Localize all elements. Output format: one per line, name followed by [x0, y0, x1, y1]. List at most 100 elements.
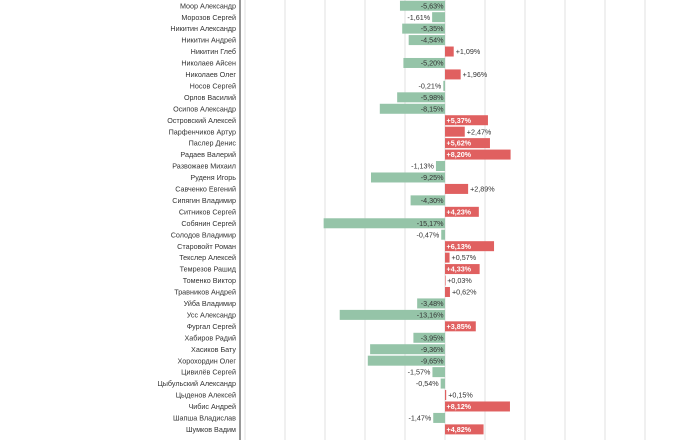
value-label: -15,17%	[417, 219, 444, 228]
category-label: Осипов Александр	[173, 104, 236, 113]
value-label: +0,62%	[452, 288, 477, 297]
bar	[445, 183, 469, 194]
bar	[445, 46, 454, 57]
bars	[323, 0, 511, 435]
category-label: Орлов Василий	[184, 93, 236, 102]
bar	[445, 206, 479, 217]
value-label: -3,95%	[421, 333, 444, 342]
value-label: -9,65%	[421, 356, 444, 365]
value-label: -3,48%	[421, 299, 444, 308]
bar	[445, 275, 446, 286]
value-label: +4,82%	[447, 425, 472, 434]
value-label: -4,54%	[421, 36, 444, 45]
bar	[445, 264, 480, 275]
value-label: +8,12%	[447, 402, 472, 411]
value-label: -1,57%	[408, 368, 431, 377]
value-label: +1,09%	[456, 47, 481, 56]
value-label: -9,25%	[421, 173, 444, 182]
value-label: -5,98%	[421, 93, 444, 102]
category-label: Паслер Денис	[189, 139, 237, 148]
bar	[379, 103, 445, 114]
category-label: Никитин Александр	[170, 24, 236, 33]
category-label: Травников Андрей	[174, 288, 236, 297]
bar	[413, 332, 445, 343]
category-label: Собянин Сергей	[181, 219, 236, 228]
bar	[402, 23, 445, 34]
category-label: Чибис Андрей	[189, 402, 237, 411]
value-label: -0,47%	[416, 230, 439, 239]
value-label: -5,20%	[421, 59, 444, 68]
bar	[435, 161, 445, 172]
value-label: +5,62%	[447, 139, 472, 148]
value-label: -5,63%	[421, 1, 444, 10]
bar	[408, 35, 445, 46]
category-label: Шапша Владислав	[173, 414, 236, 423]
category-label: Текслер Алексей	[179, 253, 236, 262]
bar	[323, 218, 445, 229]
value-label: -0,21%	[419, 81, 442, 90]
bar	[445, 138, 490, 149]
value-label: -4,30%	[421, 196, 444, 205]
bar	[371, 172, 445, 183]
bar	[397, 92, 445, 103]
bar	[445, 252, 450, 263]
category-label: Островский Алексей	[167, 116, 236, 125]
bar	[433, 412, 445, 423]
bar	[443, 80, 445, 91]
value-label: +4,23%	[447, 207, 472, 216]
category-label: Шумков Вадим	[186, 425, 236, 434]
category-label: Носов Сергей	[190, 81, 236, 90]
value-label: -1,61%	[407, 13, 430, 22]
value-label: +2,89%	[470, 185, 495, 194]
category-label: Хасиков Бату	[191, 345, 236, 354]
bar	[445, 401, 510, 412]
value-labels: -5,63% -1,61% -5,35% -4,54% +1,09% -5,20% +1,9…	[407, 1, 495, 434]
category-label: Уйба Владимир	[184, 299, 236, 308]
bar	[399, 0, 445, 11]
value-label: -5,35%	[421, 24, 444, 33]
bar	[410, 195, 445, 206]
category-label: Сипягин Владимир	[172, 196, 236, 205]
category-label: Цыденов Алексей	[176, 391, 236, 400]
category-label: Хабиров Радий	[184, 333, 236, 342]
category-label: Руденя Игорь	[190, 173, 236, 182]
category-label: Николаев Айсен	[181, 59, 236, 68]
bar	[440, 378, 445, 389]
category-label: Ситников Сергей	[179, 207, 236, 216]
category-label: Цивилёв Сергей	[181, 368, 236, 377]
value-label: -1,13%	[411, 162, 434, 171]
category-label: Николаев Олег	[185, 70, 236, 79]
category-label: Морозов Сергей	[181, 13, 236, 22]
category-label: Никитин Андрей	[181, 36, 236, 45]
bar	[417, 298, 445, 309]
bar	[441, 229, 445, 240]
bar	[445, 321, 476, 332]
category-label: Хорохордин Олег	[178, 356, 237, 365]
category-label: Савченко Евгений	[175, 185, 236, 194]
value-label: +5,37%	[447, 116, 472, 125]
bar	[445, 149, 511, 160]
category-label: Усс Александр	[187, 310, 236, 319]
category-label: Цыбульский Александр	[157, 379, 236, 388]
category-label: Парфенчиков Артур	[169, 127, 236, 136]
bar	[339, 309, 445, 320]
bar	[403, 57, 445, 68]
category-label: Фургал Сергей	[187, 322, 236, 331]
value-label: -0,54%	[416, 379, 439, 388]
category-label: Солодов Владимир	[171, 230, 236, 239]
bar	[432, 12, 445, 23]
value-label: +1,96%	[463, 70, 488, 79]
value-label: +0,15%	[448, 391, 473, 400]
category-label: Моор Александр	[180, 1, 236, 10]
value-label: +3,85%	[447, 322, 472, 331]
bar	[432, 367, 445, 378]
value-label: +8,20%	[447, 150, 472, 159]
category-label: Никитин Глеб	[191, 47, 236, 56]
category-label: Темрезов Рашид	[180, 265, 237, 274]
bar	[445, 69, 461, 80]
category-label: Развожаев Михаил	[172, 162, 236, 171]
bar	[445, 241, 495, 252]
category-label: Радаев Валерий	[180, 150, 236, 159]
bar	[445, 126, 465, 137]
